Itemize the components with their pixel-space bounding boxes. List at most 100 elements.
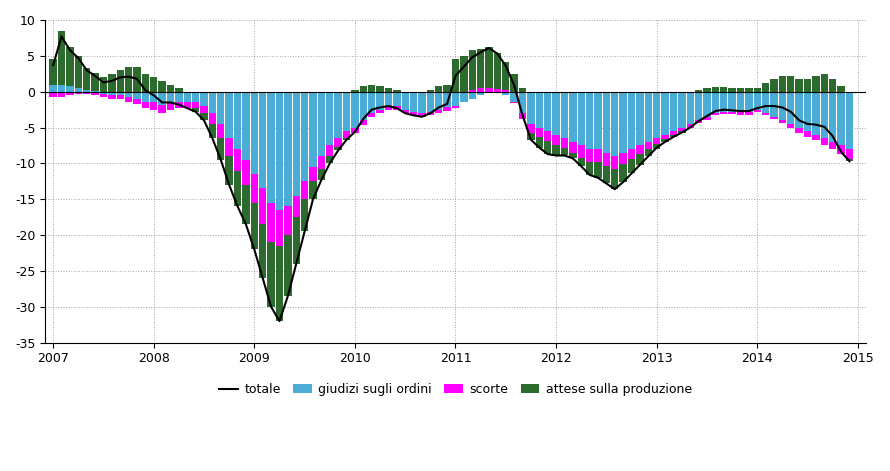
Bar [234,171,241,206]
Bar [50,84,57,92]
Bar [200,106,207,113]
Bar [527,92,535,124]
Bar [771,92,778,117]
Bar [117,70,124,92]
Bar [636,92,643,146]
Bar [301,181,308,199]
Bar [813,76,820,92]
Bar [217,124,224,138]
Bar [477,49,484,88]
Bar [578,146,585,158]
Bar [343,131,350,138]
Bar [393,106,400,110]
Bar [276,92,283,210]
Bar [259,92,266,188]
Bar [737,92,744,112]
Bar [426,89,434,92]
Bar [418,113,425,117]
Bar [452,92,459,106]
Bar [117,95,124,99]
Bar [108,92,116,95]
Bar [754,92,761,110]
Bar [644,142,652,149]
Bar [678,128,685,131]
Bar [343,92,350,131]
Bar [544,92,552,131]
Bar [703,92,710,117]
Bar [619,92,627,153]
Bar [494,89,501,92]
Bar [158,105,166,113]
Bar [384,92,392,106]
Bar [100,92,107,94]
Bar [460,56,467,92]
Bar [209,124,216,138]
Bar [175,103,182,108]
Bar [192,103,199,108]
Bar [83,68,91,89]
Bar [644,92,652,142]
Bar [678,92,685,128]
Bar [225,92,233,138]
Bar [804,131,811,137]
Bar [443,107,451,111]
Bar [267,242,275,307]
Bar [796,92,803,128]
Bar [502,92,509,95]
Bar [553,92,560,135]
Bar [293,217,300,264]
Bar [209,113,216,124]
Bar [586,149,594,162]
Bar [368,84,376,92]
Bar [627,149,635,159]
Bar [301,92,308,181]
Bar [225,138,233,156]
Bar [611,92,619,156]
Bar [158,81,166,92]
Bar [661,92,668,135]
Bar [393,90,400,92]
Bar [452,59,459,92]
Bar [544,141,552,154]
Bar [183,103,191,108]
Bar [183,92,191,103]
Bar [217,138,224,160]
Bar [301,199,308,231]
Bar [376,86,384,92]
Bar [158,92,166,105]
Bar [175,88,182,92]
Bar [670,92,677,131]
Bar [100,94,107,97]
Bar [787,124,795,128]
Bar [703,88,710,92]
Bar [712,113,719,115]
Bar [570,142,577,153]
Bar [595,92,602,149]
Bar [209,92,216,113]
Bar [779,92,786,121]
Bar [435,86,442,92]
Bar [66,47,74,86]
Legend: totale, giudizi sugli ordini, scorte, attese sulla produzione: totale, giudizi sugli ordini, scorte, at… [214,378,697,401]
Bar [670,135,677,137]
Bar [737,88,744,92]
Bar [485,47,493,88]
Bar [259,224,266,278]
Bar [251,92,258,174]
Bar [352,92,359,128]
Bar [762,113,769,114]
Bar [553,135,560,145]
Bar [636,154,643,165]
Bar [553,145,560,155]
Bar [536,137,543,147]
Bar [376,110,384,113]
Bar [586,92,594,149]
Bar [627,92,635,149]
Bar [150,103,158,110]
Bar [661,139,668,142]
Bar [586,162,594,175]
Bar [66,86,74,92]
Bar [603,165,610,184]
Bar [293,92,300,195]
Bar [821,138,828,145]
